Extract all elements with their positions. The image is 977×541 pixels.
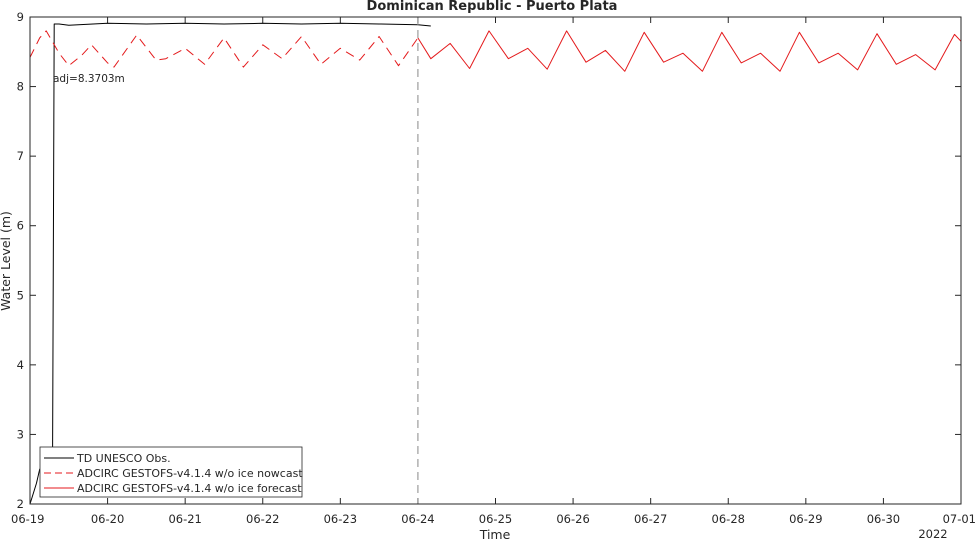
x-tick-label: 06-23	[324, 512, 357, 526]
x-axis: 06-19 06-20 06-21 06-22 06-23 06-24 06-25 06-26…	[11, 17, 976, 526]
x-tick-label: 06-25	[479, 512, 512, 526]
y-tick-label: 8	[17, 80, 24, 94]
series-forecast-line	[417, 30, 962, 72]
x-tick-label: 06-26	[556, 512, 589, 526]
y-tick-label: 6	[17, 219, 24, 233]
plot-area	[30, 17, 961, 504]
x-axis-label: Time	[479, 527, 511, 541]
legend: TD UNESCO Obs. ADCIRC GESTOFS-v4.1.4 w/o…	[39, 446, 303, 498]
x-tick-label: 06-22	[246, 512, 279, 526]
chart-title: Dominican Republic - Puerto Plata	[367, 0, 618, 14]
y-tick-label: 7	[17, 149, 24, 163]
year-label: 2022	[918, 527, 947, 541]
y-tick-label: 4	[17, 358, 24, 372]
legend-label-forecast: ADCIRC GESTOFS-v4.1.4 w/o ice forecast	[77, 482, 302, 495]
x-tick-label: 07-01	[943, 512, 976, 526]
x-tick-label: 06-24	[401, 512, 434, 526]
y-tick-label: 5	[17, 288, 24, 302]
y-tick-label: 3	[17, 427, 24, 441]
legend-label-obs: TD UNESCO Obs.	[76, 452, 171, 465]
plot-frame	[29, 16, 962, 505]
y-axis-label: Water Level (m)	[0, 211, 13, 311]
x-tick-label: 06-30	[867, 512, 900, 526]
x-tick-label: 06-28	[712, 512, 745, 526]
y-axis: 2 3 4 5 6 7 8 9	[17, 10, 961, 511]
legend-box	[39, 446, 303, 498]
legend-label-nowcast: ADCIRC GESTOFS-v4.1.4 w/o ice nowcast	[77, 467, 303, 480]
adjustment-annotation: adj=8.3703m	[53, 73, 125, 85]
x-tick-label: 06-20	[91, 512, 124, 526]
x-tick-label: 06-27	[634, 512, 667, 526]
x-tick-label: 06-21	[168, 512, 201, 526]
x-tick-label: 06-29	[789, 512, 822, 526]
x-tick-label: 06-19	[11, 512, 44, 526]
y-tick-label: 2	[17, 497, 24, 511]
series-nowcast-line	[29, 30, 419, 68]
y-tick-label: 9	[17, 10, 24, 24]
